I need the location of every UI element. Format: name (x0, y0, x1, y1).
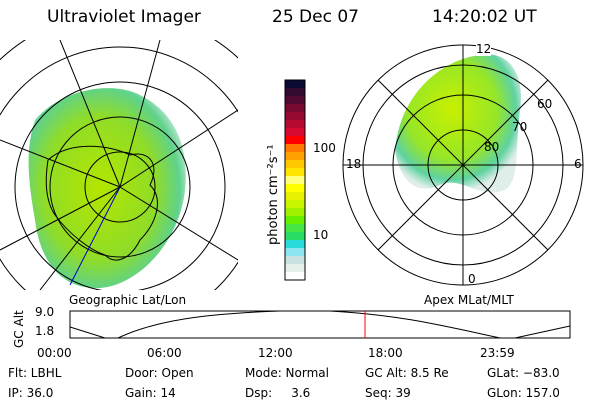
filter-info: Flt: LBHL (8, 366, 62, 380)
lat-label-60: 60 (537, 97, 553, 111)
mlt-label-6: 6 (574, 157, 582, 171)
altitude-curve (69, 310, 571, 339)
colorbar-bin (285, 192, 305, 201)
timeline-xtick: 23:59 (480, 346, 515, 360)
colorbar-bin (285, 168, 305, 177)
date-label: 25 Dec 07 (272, 7, 359, 27)
timeline-frame (69, 310, 571, 339)
colorbar-frame (284, 79, 306, 281)
timeline-ytick-min: 1.8 (35, 324, 55, 338)
colorbar-bin (285, 128, 305, 137)
gc-alt-info: GC Alt: 8.5 Re (365, 366, 449, 380)
colorbar-label: photon cm⁻²s⁻¹ (266, 144, 281, 245)
colorbar-bin (285, 256, 305, 265)
colorbar-bin (285, 104, 305, 113)
colorbar-bin (285, 232, 305, 241)
aurora-image-right (395, 54, 521, 193)
dsp-info: Dsp: 3.6 (245, 386, 311, 400)
time-label: 14:20:02 UT (432, 7, 537, 27)
colorbar-bin (285, 96, 305, 105)
mlt-label-12: 12 (476, 42, 492, 56)
timeline-xtick: 00:00 (37, 346, 72, 360)
colorbar-bin (285, 184, 305, 193)
colorbar-bin (285, 224, 305, 233)
colorbar-tick-100: 100 (313, 141, 336, 155)
colorbar-bin (285, 152, 305, 161)
timeline-ylabel: GC Alt (12, 310, 26, 348)
colorbar-bin (285, 264, 305, 273)
timeline-xtick: 18:00 (368, 346, 403, 360)
left-panel-caption: Geographic Lat/Lon (69, 293, 187, 307)
colorbar (285, 80, 305, 281)
glat-info: GLat: −83.0 (487, 366, 560, 380)
geographic-map (0, 40, 238, 290)
colorbar-bin (285, 248, 305, 257)
colorbar-bin (285, 200, 305, 209)
aurora-image-left (28, 88, 186, 289)
colorbar-bin (285, 136, 305, 145)
magnetic-map (342, 44, 584, 286)
glon-info: GLon: 157.0 (487, 386, 560, 400)
seq-info: Seq: 39 (365, 386, 411, 400)
colorbar-bin (285, 144, 305, 153)
mlt-label-0: 0 (468, 272, 476, 286)
colorbar-bin (285, 80, 305, 89)
colorbar-bin (285, 112, 305, 121)
door-info: Door: Open (125, 366, 194, 380)
lat-label-80: 80 (484, 140, 500, 154)
ip-info: IP: 36.0 (8, 386, 54, 400)
lat-label-70: 70 (512, 120, 528, 134)
colorbar-bin (285, 176, 305, 185)
mlt-label-18: 18 (346, 157, 362, 171)
colorbar-bin (285, 272, 305, 281)
timeline-ytick-max: 9.0 (35, 305, 55, 319)
colorbar-bin (285, 120, 305, 129)
right-panel-caption: Apex MLat/MLT (424, 293, 514, 307)
colorbar-tick-10: 10 (313, 228, 329, 242)
colorbar-bin (285, 240, 305, 249)
colorbar-bin (285, 160, 305, 169)
timeline-xtick: 06:00 (147, 346, 182, 360)
mode-info: Mode: Normal (245, 366, 329, 380)
gain-info: Gain: 14 (125, 386, 176, 400)
instrument-title: Ultraviolet Imager (47, 7, 201, 27)
colorbar-bin (285, 208, 305, 217)
colorbar-bin (285, 216, 305, 225)
timeline-xtick: 12:00 (258, 346, 293, 360)
colorbar-bin (285, 88, 305, 97)
antarctica-coastline (45, 145, 158, 261)
